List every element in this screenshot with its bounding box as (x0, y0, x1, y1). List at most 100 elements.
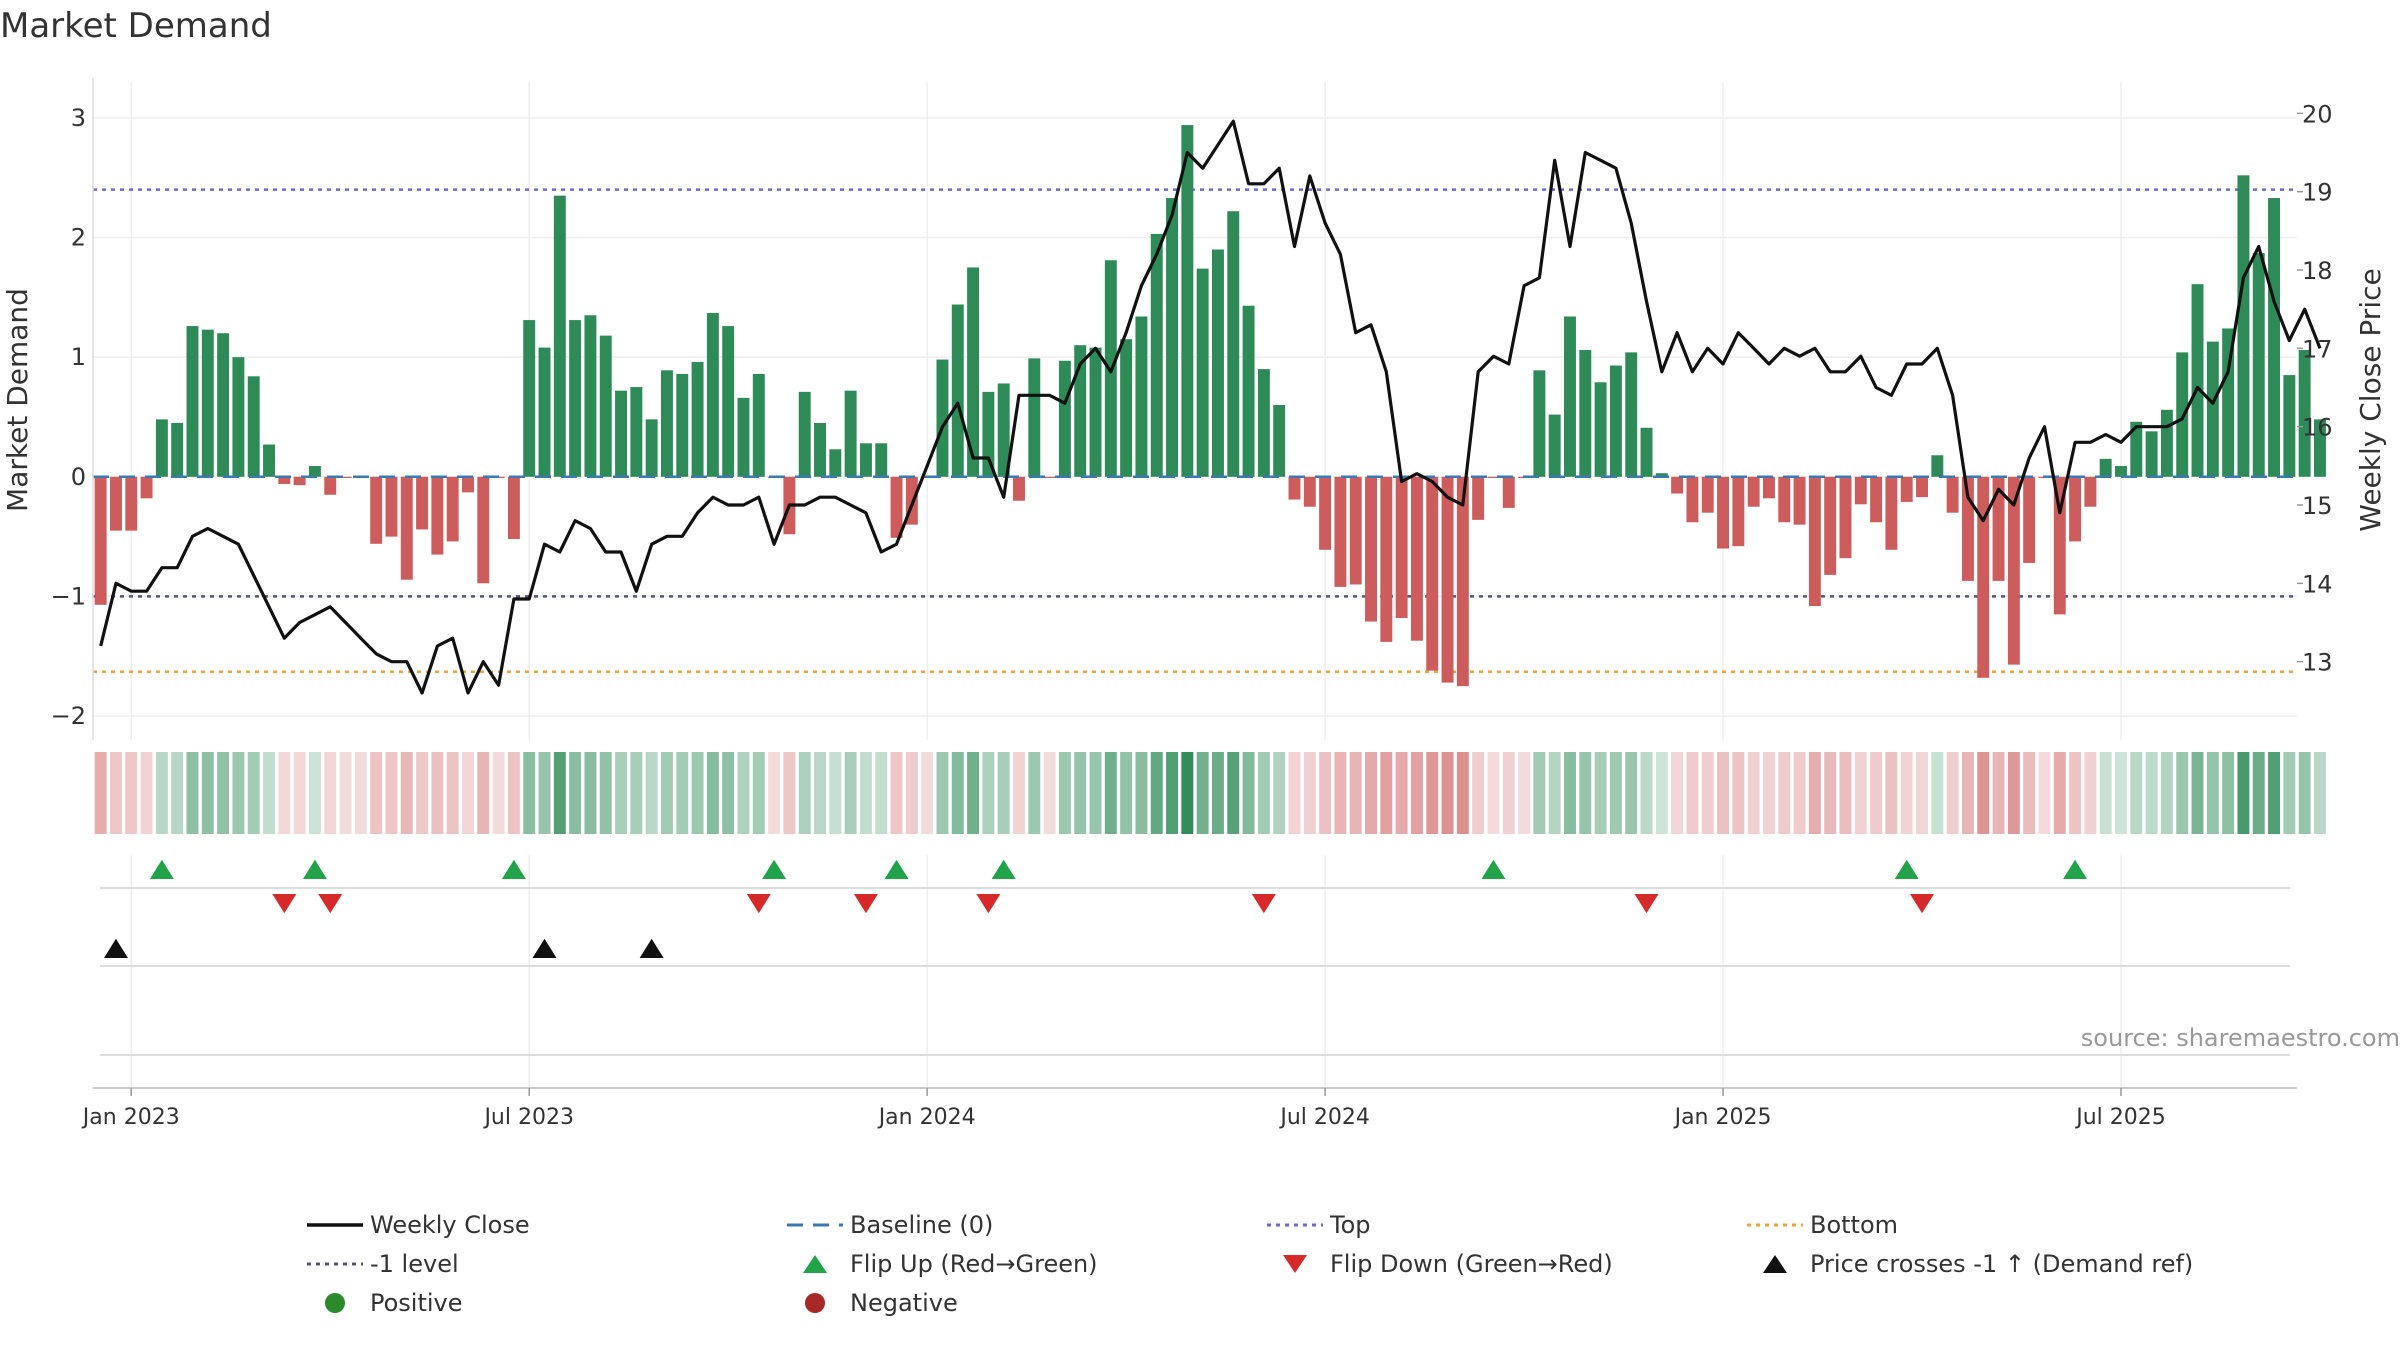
y-tick-label-right: 19 (2302, 179, 2333, 207)
demand-bar (2007, 476, 2020, 665)
heat-strip-cell (2252, 752, 2265, 834)
heat-strip-cell (737, 752, 750, 834)
heat-strip-cell (354, 752, 367, 834)
heat-strip-cell (155, 752, 168, 834)
flip-down-marker (1251, 894, 1276, 914)
demand-bar (293, 476, 306, 486)
heat-strip-cell (1839, 752, 1852, 834)
heat-strip-cell (752, 752, 765, 834)
demand-bar (2099, 458, 2112, 477)
demand-bar (1487, 476, 1500, 478)
grid-layer (93, 82, 2297, 1088)
heat-strip-cell (293, 752, 306, 834)
heat-strip-cell (553, 752, 566, 834)
demand-bar (645, 419, 658, 477)
heat-strip-cell (370, 752, 383, 834)
flip-down-marker (318, 894, 343, 914)
heat-strip-cell (232, 752, 245, 834)
y-tick-label-right: 16 (2302, 414, 2333, 442)
demand-bar (1808, 476, 1821, 607)
demand-bar (1150, 233, 1163, 477)
heat-strip-cell (814, 752, 826, 834)
legend-label: Negative (850, 1288, 958, 1317)
demand-bar (1074, 345, 1087, 477)
demand-bar (676, 373, 689, 477)
price-cross-marker (103, 938, 128, 958)
flip-down-marker (853, 894, 878, 914)
demand-bar (308, 466, 321, 477)
y-tick-label-right: 18 (2302, 257, 2333, 285)
flip-up-marker (991, 859, 1016, 879)
heat-strip-cell (783, 752, 796, 834)
demand-bar (691, 361, 704, 477)
demand-bar (186, 326, 199, 477)
heat-strip-cell (2130, 752, 2143, 834)
demand-bar (1227, 211, 1240, 477)
heat-strip-cell (768, 752, 781, 834)
demand-bar (2130, 421, 2143, 477)
heat-strip-cell (431, 752, 444, 834)
triangle-up-symbol-icon (780, 1249, 850, 1278)
demand-bar (1701, 476, 1714, 513)
demand-bar (523, 320, 536, 477)
heat-strip-cell (1441, 752, 1454, 834)
demand-bar (569, 320, 582, 477)
demand-bar (263, 444, 275, 477)
flip-up-marker (1894, 859, 1919, 879)
heat-strip-cell (171, 752, 184, 834)
dotted-line-symbol-icon (1740, 1210, 1810, 1239)
heat-strip-cell (2268, 752, 2281, 834)
demand-bar (997, 383, 1010, 477)
legend-item: Flip Up (Red→Green) (780, 1249, 1260, 1278)
heat-strip-cell (1609, 752, 1622, 834)
demand-bar (890, 476, 903, 538)
demand-bar (829, 449, 842, 477)
heat-strip-cell (1196, 752, 1209, 834)
heat-strip-cell (247, 752, 260, 834)
heat-strip-cell (2007, 752, 2020, 834)
demand-bar (599, 335, 612, 477)
demand-bar (2206, 341, 2219, 477)
heat-strip-cell (1273, 752, 1286, 834)
y-tick-label-left: −1 (51, 582, 86, 610)
demand-bar (1349, 476, 1362, 585)
demand-bar (1196, 268, 1209, 477)
heat-strip-cell (2313, 752, 2326, 834)
heat-strip-cell (599, 752, 612, 834)
heat-strip-cell (1135, 752, 1148, 834)
demand-bar (1533, 370, 1546, 477)
heat-strip-cell (722, 752, 735, 834)
heat-strip-cell (2084, 752, 2097, 834)
x-tick-label: Jul 2023 (482, 1105, 574, 1130)
heat-strip-cell (844, 752, 857, 834)
heat-strip-cell (921, 752, 934, 834)
demand-bar (1319, 476, 1332, 550)
demand-bar (1609, 365, 1622, 477)
demand-bar (2268, 198, 2281, 477)
flip-up-marker (762, 859, 787, 879)
demand-bar (737, 397, 750, 477)
demand-bar (1166, 198, 1179, 477)
demand-bar (324, 476, 337, 495)
heat-strip-cell (400, 752, 413, 834)
x-tick-label: Jul 2025 (2074, 1105, 2166, 1130)
demand-bar (936, 359, 949, 477)
heat-strip-cell (2099, 752, 2112, 834)
demand-bar (2115, 466, 2127, 477)
flip-down-marker (746, 894, 771, 914)
triangle-down-symbol-icon (1260, 1249, 1330, 1278)
y-tick-label-left: 1 (71, 343, 86, 371)
demand-bar (615, 390, 628, 477)
demand-bar (1992, 476, 2005, 581)
heat-strip-cell (1625, 752, 1638, 834)
heat-strip-cell (706, 752, 719, 834)
demand-bar (1257, 369, 1270, 477)
flip-down-marker (1910, 894, 1935, 914)
demand-bar (1946, 476, 1959, 513)
circle-symbol-icon (780, 1288, 850, 1317)
heat-strip-cell (1762, 752, 1775, 834)
demand-bar (171, 422, 184, 477)
legend-item: Flip Down (Green→Red) (1260, 1249, 1740, 1278)
heat-strip-cell (1487, 752, 1500, 834)
demand-bar (1334, 476, 1347, 587)
